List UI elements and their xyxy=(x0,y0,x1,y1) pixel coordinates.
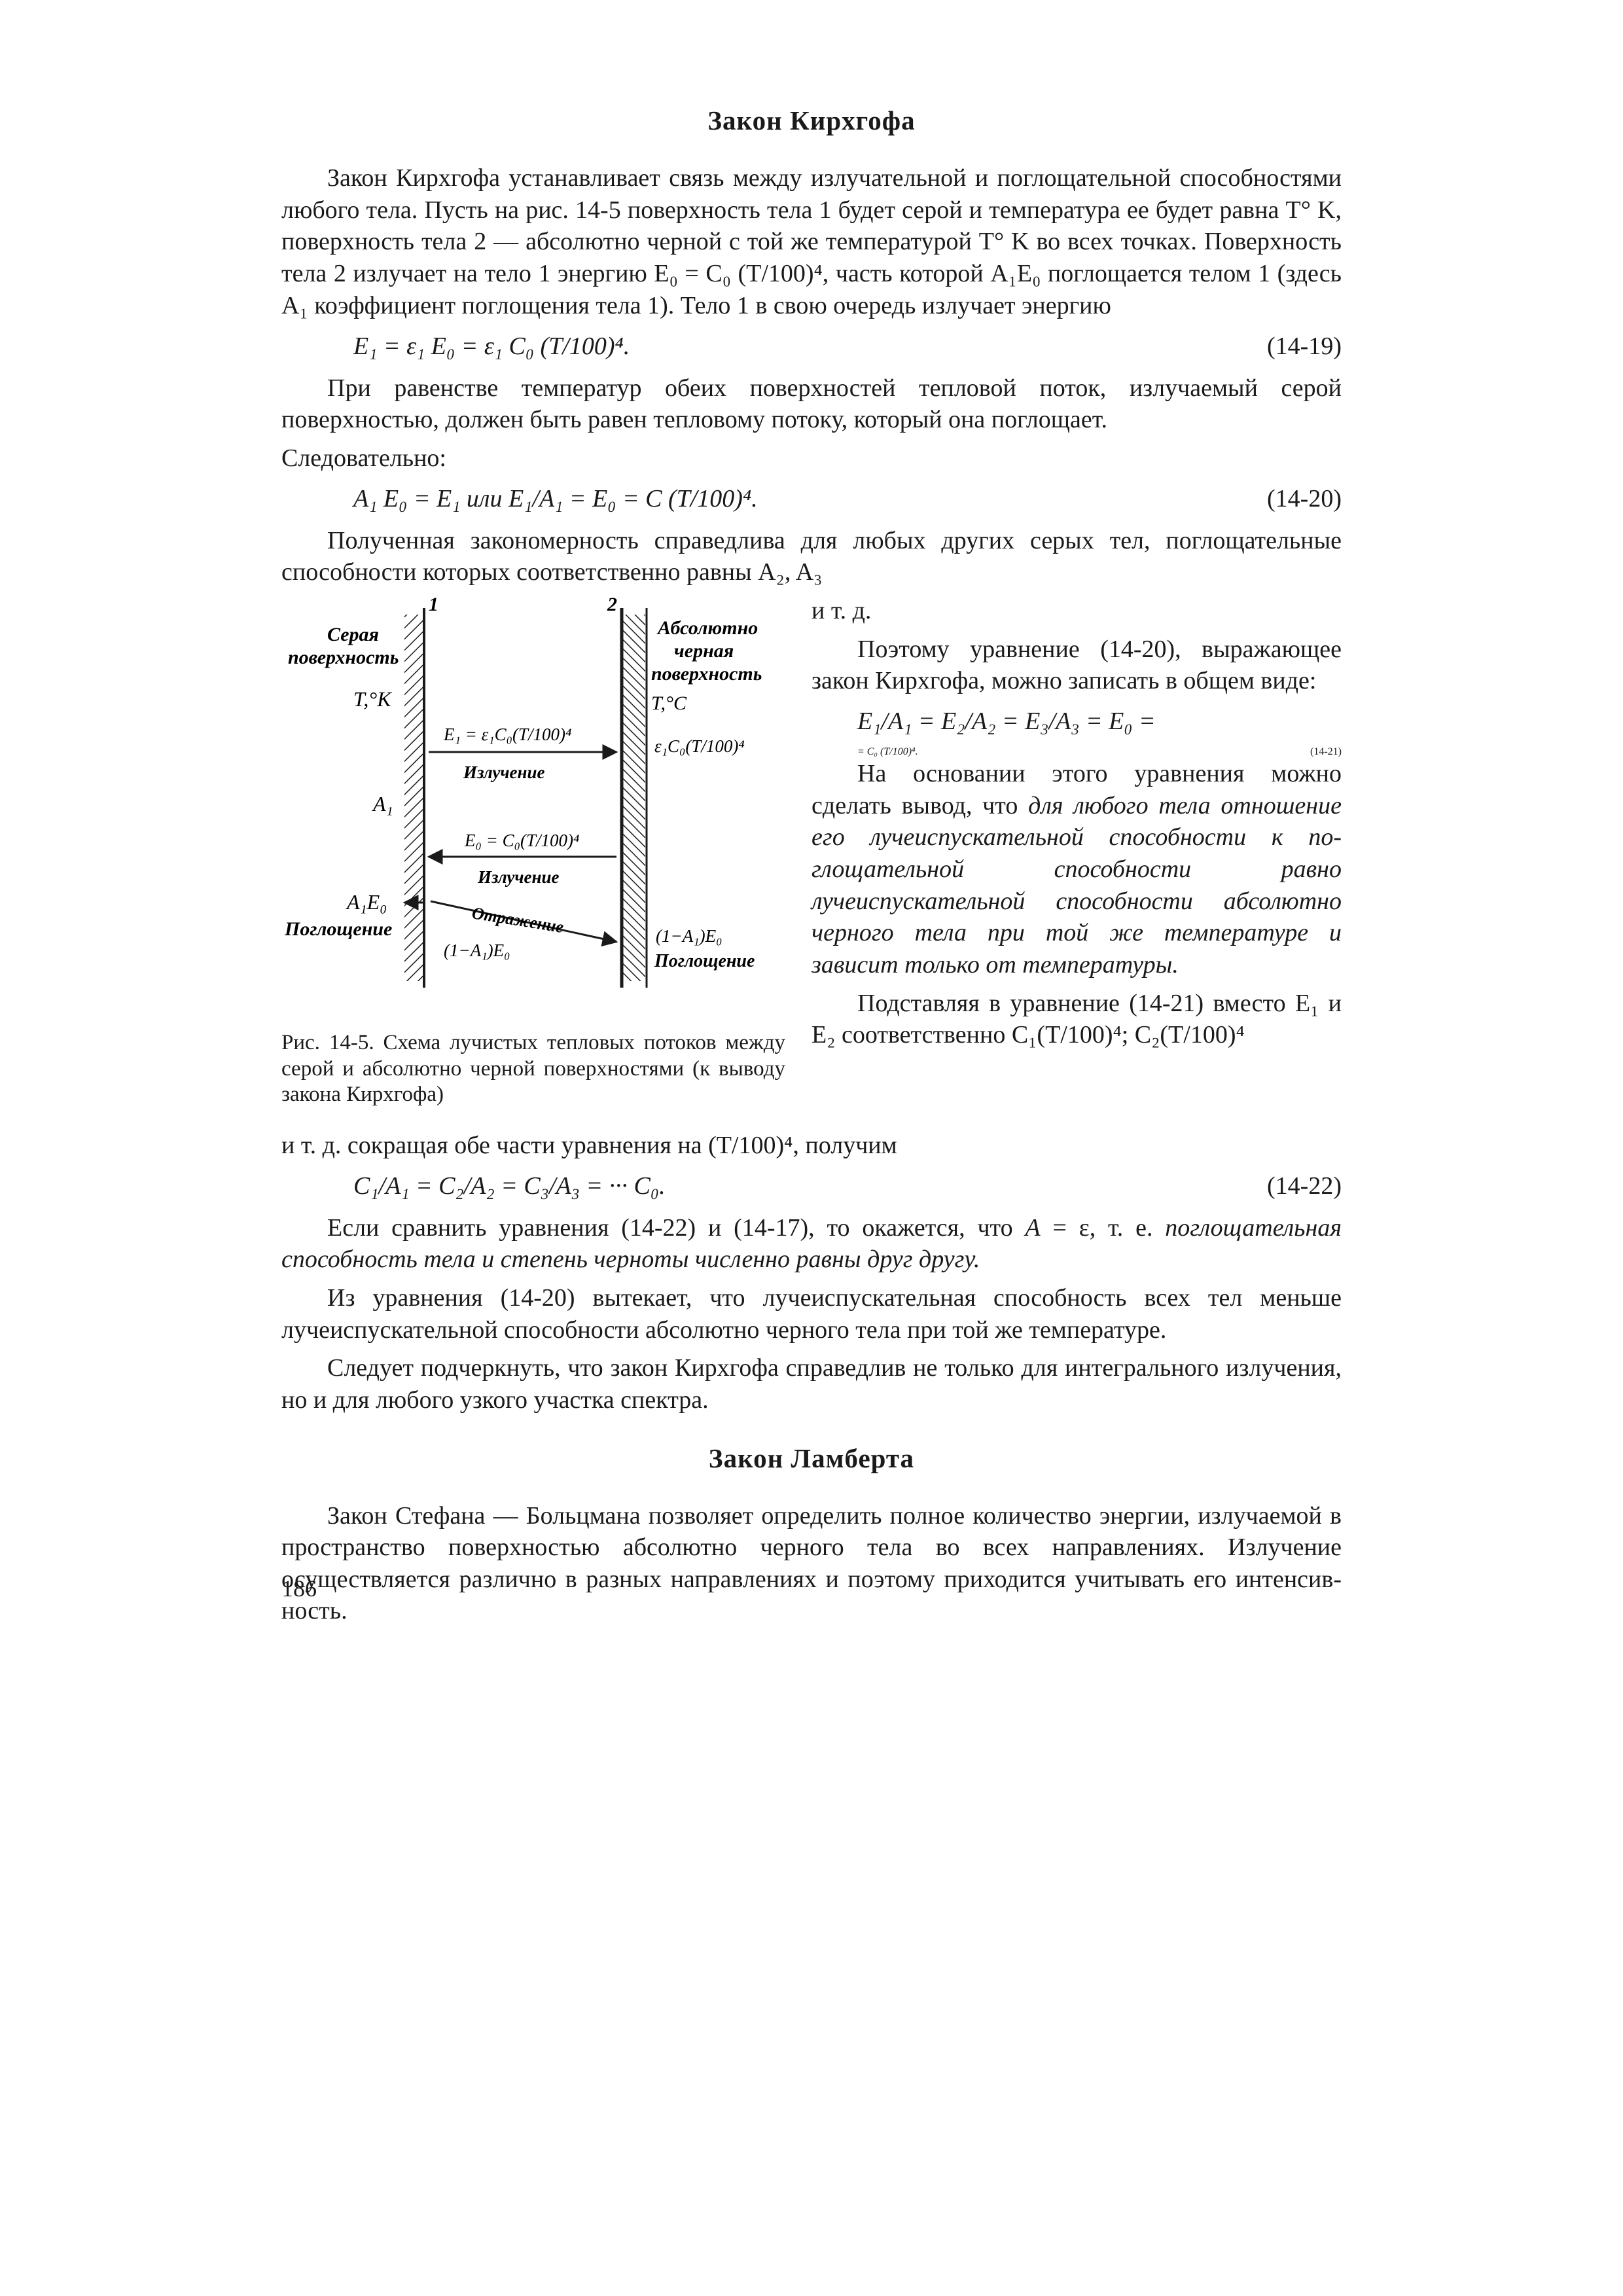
page-number: 186 xyxy=(281,1575,317,1602)
paragraph: Следовательно: xyxy=(281,442,1342,475)
page: Закон Кирхгофа Закон Кирхгофа устанавлив… xyxy=(0,0,1623,2296)
paragraph: При равенстве температур обеих поверхнос… xyxy=(281,372,1342,436)
paragraph: и т. д. сокращая обе части уравнения на … xyxy=(281,1130,1342,1162)
figure-caption: Рис. 14-5. Схема лучистых тепловых пото­… xyxy=(281,1030,785,1108)
label-pogl-left: Поглощение xyxy=(284,918,392,940)
expr-E1: E₁ = ε₁C₀(T/100)⁴ xyxy=(443,725,571,744)
surface-index-2: 2 xyxy=(607,595,617,615)
paragraph: Полученная закономерность справедлива дл… xyxy=(281,525,1342,588)
label-izl2: Излучение xyxy=(477,867,560,887)
expr-refl-left: (1−A₁)E₀ xyxy=(444,941,510,960)
expr-refl-right: (1−A₁)E₀ xyxy=(656,926,722,946)
equation-14-21-line2: = C₀ (T/100)⁴. (14-21) xyxy=(812,746,1342,758)
figure-text-columns: 1 2 Серая поверхность T,°K A₁ A₁E₀ Погло… xyxy=(281,595,1342,1130)
label-otr: Отражение xyxy=(471,903,565,937)
equation-body: C₁/A₁ = C₂/A₂ = C₃/A₃ = ··· C₀. xyxy=(281,1170,666,1202)
paragraph-italic-conclusion: На основании этого уравне­ния можно сдел… xyxy=(812,758,1342,980)
equation-body: = C₀ (T/100)⁴. xyxy=(812,746,918,758)
label-A1: A₁ xyxy=(372,792,393,816)
paragraph: Если сравнить уравнения (14-22) и (14-17… xyxy=(281,1212,1342,1276)
figure-svg: 1 2 Серая поверхность T,°K A₁ A₁E₀ Погло… xyxy=(281,595,785,1014)
label-T-right: T,°C xyxy=(651,692,687,714)
equation-number: (14-19) xyxy=(1267,331,1342,363)
label-A1E0: A₁E₀ xyxy=(346,890,387,914)
equation-14-20: A₁ E₀ = E₁ или E₁/A₁ = E₀ = C (T/100)⁴. … xyxy=(281,483,1342,515)
equation-number: (14-22) xyxy=(1267,1170,1342,1202)
paragraph: Закон Стефана — Больцмана позволяет опре… xyxy=(281,1500,1342,1628)
paragraph: Поэтому уравнение (14-20), выражающее за… xyxy=(812,634,1342,697)
equation-14-22: C₁/A₁ = C₂/A₂ = C₃/A₃ = ··· C₀. (14-22) xyxy=(281,1170,1342,1202)
label-T-left: T,°K xyxy=(353,687,392,711)
black-surface-hatch xyxy=(623,615,645,981)
label-black-2: черная xyxy=(674,640,734,662)
label-gray-2: поверхность xyxy=(288,647,399,668)
section-title-kirchhoff: Закон Кирхгофа xyxy=(281,105,1342,136)
paragraph: Следует подчеркнуть, что закон Кирхгофа … xyxy=(281,1352,1342,1416)
figure-14-5: 1 2 Серая поверхность T,°K A₁ A₁E₀ Погло… xyxy=(281,595,785,1017)
paragraph: Из уравнения (14-20) вытекает, что лучеи… xyxy=(281,1282,1342,1346)
label-pogl-right: Поглощение xyxy=(654,951,755,971)
gray-surface-hatch xyxy=(404,615,424,981)
label-gray-1: Серая xyxy=(327,624,379,645)
equation-14-19: E₁ = ε₁ E₀ = ε₁ C₀ (T/100)⁴. (14-19) xyxy=(281,331,1342,363)
section-title-lambert: Закон Ламберта xyxy=(281,1443,1342,1474)
label-black-1: Абсолютно xyxy=(656,617,758,639)
figure-column: 1 2 Серая поверхность T,°K A₁ A₁E₀ Погло… xyxy=(281,595,785,1130)
equation-body: A₁ E₀ = E₁ или E₁/A₁ = E₀ = C (T/100)⁴. xyxy=(281,483,758,515)
equation-number: (14-20) xyxy=(1267,483,1342,515)
expr-side: ε₁C₀(T/100)⁴ xyxy=(654,736,745,756)
equation-14-21-line1: E₁/A₁ = E₂/A₂ = E₃/A₃ = E₀ = xyxy=(857,705,1342,738)
paragraph-tail: и т. д. xyxy=(812,595,1342,627)
text-column: и т. д. Поэтому уравнение (14-20), выраж… xyxy=(812,595,1342,1130)
paragraph: Закон Кирхгофа устанавливает связь между… xyxy=(281,162,1342,321)
paragraph: Подставляя в уравнение (14-21) вместо E₁… xyxy=(812,988,1342,1051)
label-black-3: поверхность xyxy=(651,663,762,685)
label-izl1: Излучение xyxy=(463,762,545,782)
equation-number: (14-21) xyxy=(1310,746,1342,758)
surface-index-1: 1 xyxy=(429,595,438,615)
equation-body: E₁ = ε₁ E₀ = ε₁ C₀ (T/100)⁴. xyxy=(281,331,630,363)
expr-E0: E₀ = C₀(T/100)⁴ xyxy=(464,831,579,850)
